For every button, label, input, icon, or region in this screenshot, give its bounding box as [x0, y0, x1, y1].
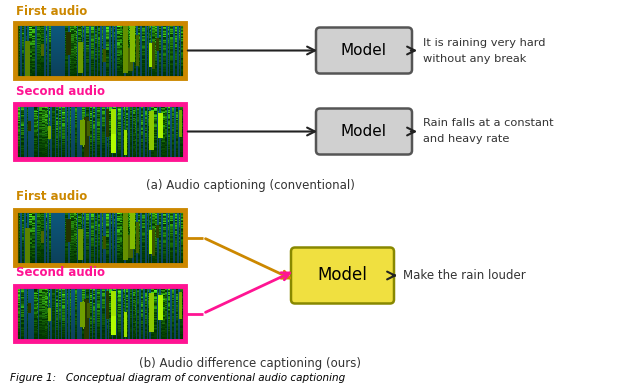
- Text: Model: Model: [341, 43, 387, 58]
- Bar: [15, 23, 185, 78]
- Text: Model: Model: [341, 124, 387, 139]
- Text: without any break: without any break: [423, 54, 526, 64]
- Text: Rain falls at a constant: Rain falls at a constant: [423, 119, 554, 129]
- Bar: [15, 286, 185, 341]
- FancyBboxPatch shape: [316, 27, 412, 74]
- FancyBboxPatch shape: [316, 109, 412, 154]
- Text: Figure 1:   Conceptual diagram of conventional audio captioning: Figure 1: Conceptual diagram of conventi…: [10, 373, 345, 383]
- Text: First audio: First audio: [16, 190, 87, 203]
- Text: Second audio: Second audio: [16, 266, 105, 279]
- Text: (b) Audio difference captioning (ours): (b) Audio difference captioning (ours): [139, 357, 361, 370]
- Text: It is raining very hard: It is raining very hard: [423, 37, 545, 47]
- Text: and heavy rate: and heavy rate: [423, 134, 509, 144]
- Text: First audio: First audio: [16, 5, 87, 18]
- FancyBboxPatch shape: [291, 248, 394, 303]
- Text: Second audio: Second audio: [16, 85, 105, 98]
- Text: (a) Audio captioning (conventional): (a) Audio captioning (conventional): [145, 179, 355, 192]
- Text: Model: Model: [317, 266, 367, 285]
- Bar: [15, 210, 185, 265]
- Text: Make the rain louder: Make the rain louder: [403, 269, 525, 282]
- Bar: [15, 104, 185, 159]
